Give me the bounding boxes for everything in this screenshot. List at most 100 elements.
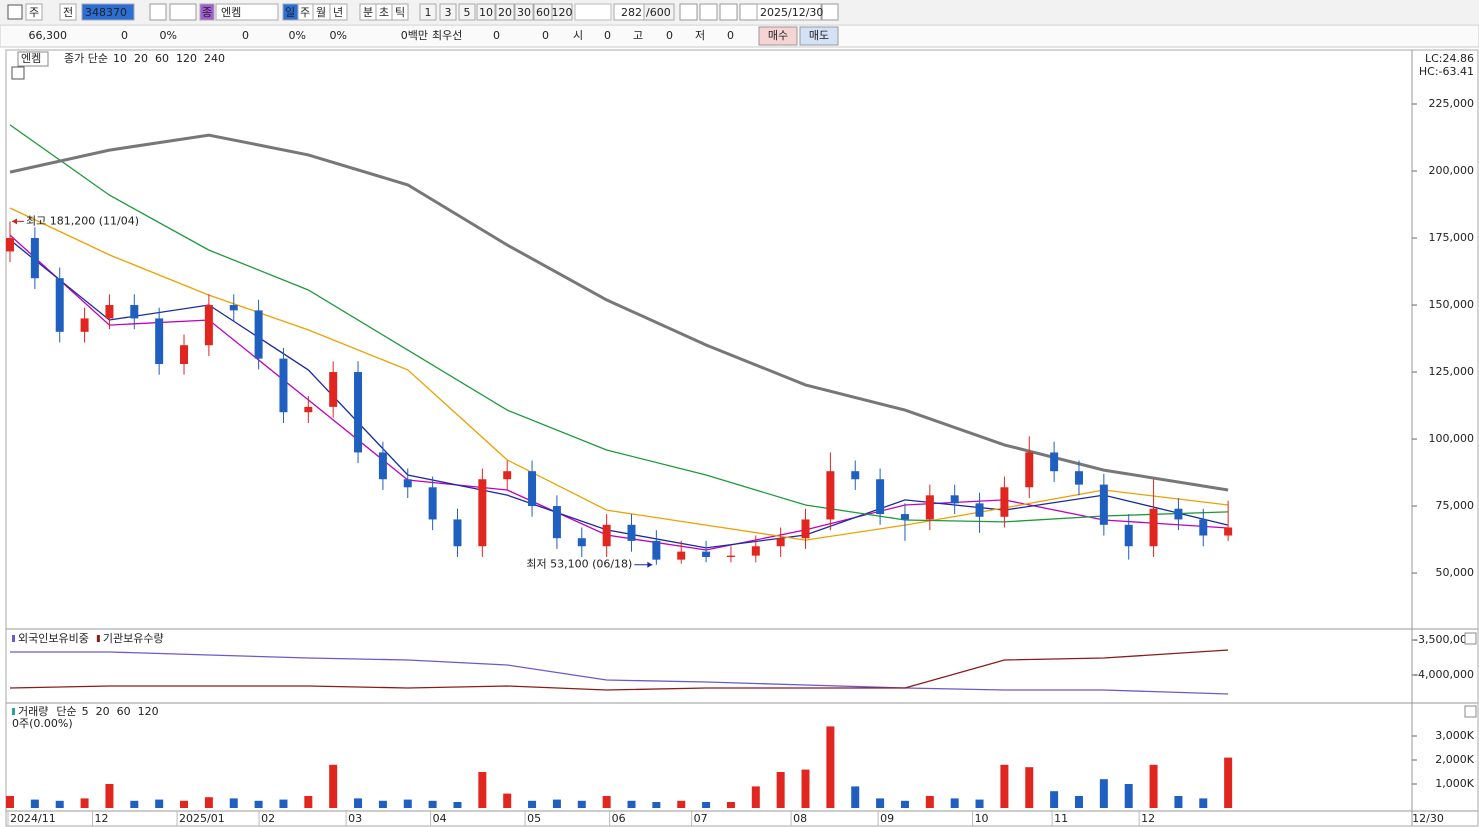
toolbar-item: /600: [646, 6, 671, 19]
trade-button-label[interactable]: 매수: [768, 29, 788, 42]
save-button[interactable]: [719, 3, 738, 21]
sound-button[interactable]: [169, 3, 197, 21]
quote-field: 0백만: [401, 29, 428, 42]
candle-body: [1174, 508, 1183, 520]
toolbar-item[interactable]: 전: [63, 6, 73, 19]
panel-title: 엔켐: [21, 52, 41, 65]
settings-button[interactable]: [739, 3, 758, 21]
volume-bar: [776, 772, 785, 808]
interval-input[interactable]: [574, 3, 612, 21]
legend-entry: 60: [155, 52, 169, 65]
candle-body: [528, 471, 537, 507]
toolbar-item-box[interactable]: [391, 3, 409, 21]
toolbar-item[interactable]: 분: [363, 6, 373, 19]
toolbar-item-box[interactable]: [514, 3, 534, 21]
toolbar-item[interactable]: 30: [517, 6, 531, 19]
quote-field: 시: [573, 29, 583, 42]
candle-body: [950, 495, 959, 504]
volume-bar: [1199, 798, 1208, 808]
candle-body: [602, 524, 611, 547]
candle-body: [453, 519, 462, 547]
search-button[interactable]: [149, 3, 167, 21]
toolbar-item[interactable]: 종: [202, 6, 212, 19]
quote-field: 0: [121, 29, 128, 42]
toolbar-item[interactable]: 1: [425, 6, 432, 19]
toolbar-item[interactable]: 년: [333, 6, 343, 19]
toolbar-item-box[interactable]: [439, 3, 457, 21]
scroll-button[interactable]: [1464, 705, 1477, 718]
legend-prefix: 단순: [56, 705, 76, 718]
quote-field: 0: [604, 29, 611, 42]
toolbar-item[interactable]: 주: [29, 6, 39, 19]
volume-bar: [80, 798, 89, 808]
volume-bar: [1050, 791, 1059, 808]
volume-bar: [876, 798, 885, 808]
volume-bar: [1124, 784, 1133, 808]
candle-body: [403, 479, 412, 488]
window-icon[interactable]: [7, 4, 23, 20]
volume-bar: [378, 800, 387, 808]
chart-tool[interactable]: [679, 3, 698, 21]
buy-button[interactable]: [758, 26, 798, 46]
volume-bar: [403, 799, 412, 808]
volume-bar: [1174, 796, 1183, 808]
toolbar-item[interactable]: 120: [552, 6, 573, 19]
toolbar-item[interactable]: 주: [300, 6, 310, 19]
toolbar-item-box[interactable]: [476, 3, 496, 21]
volume-bar: [1149, 764, 1158, 808]
volume-bar: [577, 800, 586, 808]
toolbar-item-box[interactable]: [59, 3, 77, 21]
toolbar-item[interactable]: 초: [379, 6, 389, 19]
y-tick-label: 150,000: [1429, 298, 1475, 311]
toolbar-item[interactable]: 2025/12/30: [760, 6, 823, 19]
toolbar-item[interactable]: 일: [285, 5, 295, 19]
volume-bar: [279, 799, 288, 808]
toolbar-item[interactable]: 엔켐: [221, 6, 241, 19]
candle-body: [751, 546, 760, 556]
quote-field: 0%: [330, 29, 347, 42]
candle-body: [503, 471, 512, 480]
crosshair-tool[interactable]: [699, 3, 718, 21]
toolbar-item[interactable]: 3: [445, 6, 452, 19]
y-tick-label: 125,000: [1429, 365, 1475, 378]
calendar-button[interactable]: [821, 3, 839, 21]
panel-icon[interactable]: [11, 66, 25, 80]
annotation: 최저 53,100 (06/18): [526, 558, 632, 571]
volume-bar: [453, 802, 462, 808]
toolbar-item[interactable]: 20: [498, 6, 512, 19]
candle-body: [1149, 508, 1158, 547]
toolbar-item-box[interactable]: [551, 3, 573, 21]
toolbar-item-box[interactable]: [199, 3, 215, 21]
toolbar-item-box[interactable]: [81, 3, 135, 21]
toolbar-item[interactable]: 348370: [85, 6, 127, 19]
toolbar-item-box[interactable]: [756, 3, 822, 21]
candle-body: [428, 487, 437, 520]
toolbar-item[interactable]: 60: [536, 6, 550, 19]
candle-body: [279, 358, 288, 413]
toolbar-item-box[interactable]: [215, 3, 279, 21]
x-tick-label: 07: [694, 812, 708, 825]
candle-body: [55, 278, 64, 332]
trade-button-label[interactable]: 매도: [809, 29, 829, 42]
toolbar-item-box[interactable]: [329, 3, 348, 21]
volume-bar: [900, 800, 909, 808]
toolbar-item-box[interactable]: [495, 3, 515, 21]
legend-entry: 5: [82, 705, 89, 718]
sell-button[interactable]: [799, 26, 839, 46]
toolbar-item-box[interactable]: [458, 3, 476, 21]
candle-body: [552, 506, 561, 539]
toolbar-item-box[interactable]: [419, 3, 437, 21]
scroll-button[interactable]: [1464, 632, 1477, 645]
toolbar-item-box[interactable]: [25, 3, 43, 21]
toolbar-item[interactable]: 5: [464, 6, 471, 19]
toolbar-item-box: [643, 3, 675, 21]
toolbar-item[interactable]: 10: [479, 6, 493, 19]
candle-body: [1074, 471, 1083, 485]
toolbar-item[interactable]: 틱: [395, 6, 405, 19]
toolbar-item[interactable]: 월: [316, 6, 326, 19]
quote-field: 저: [695, 29, 705, 42]
legend-entry: 120: [138, 705, 159, 718]
volume-bar: [1025, 767, 1034, 808]
toolbar-item[interactable]: 282: [621, 6, 642, 19]
x-tick-label: 02: [261, 812, 275, 825]
